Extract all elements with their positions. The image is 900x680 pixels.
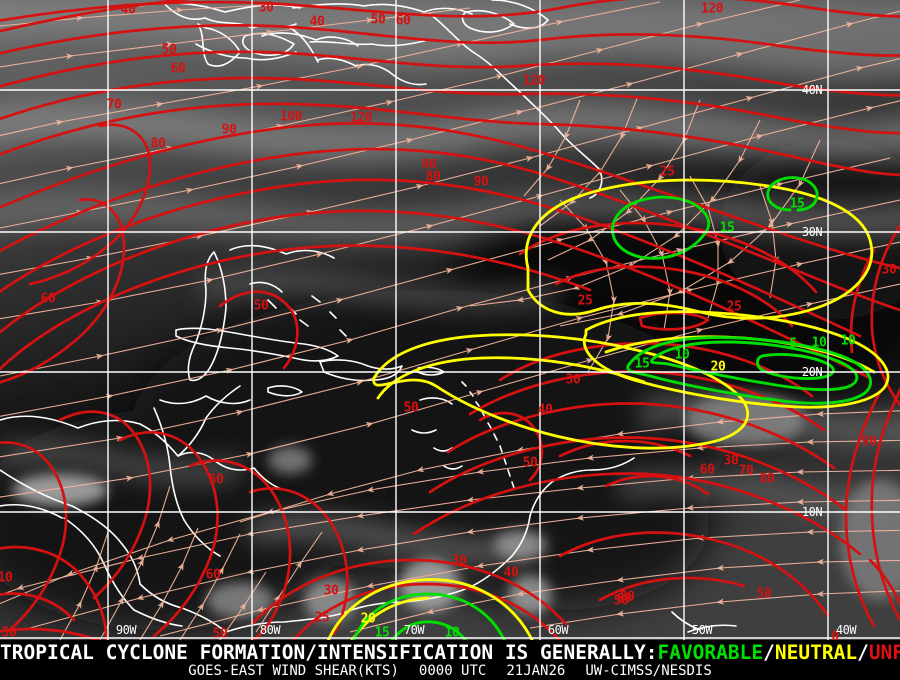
- subcaption-text: GOES-EAST WIND SHEAR(KTS) 0000 UTC 21JAN26…: [0, 663, 900, 679]
- neutral-label: NEUTRAL: [774, 641, 858, 664]
- time-label: 0000 UTC: [418, 663, 487, 679]
- green-contour-layer: [352, 176, 872, 640]
- headline-text: TROPICAL CYCLONE FORMATION/INTENSIFICATI…: [0, 641, 900, 664]
- unfavorable-label: UNFAVORABLE: [868, 641, 900, 664]
- headline-prefix: TROPICAL CYCLONE FORMATION/INTENSIFICATI…: [0, 641, 658, 664]
- graticule-layer: [0, 0, 900, 640]
- credit-label: UW-CIMSS/NESDIS: [585, 663, 712, 679]
- headline-slash-2: /: [857, 641, 869, 664]
- satellite-map: 40 30 40 50 60 120 50 60 120 70 80 90 100 120 90 80 90 25…: [0, 0, 900, 640]
- yellow-contour-layer: [327, 178, 890, 640]
- source-label: GOES-EAST WIND SHEAR(KTS): [188, 663, 399, 679]
- caption-bar: TROPICAL CYCLONE FORMATION/INTENSIFICATI…: [0, 640, 900, 680]
- headline-slash-1: /: [763, 641, 775, 664]
- date-label: 21JAN26: [506, 663, 566, 679]
- favorable-label: FAVORABLE: [657, 641, 764, 664]
